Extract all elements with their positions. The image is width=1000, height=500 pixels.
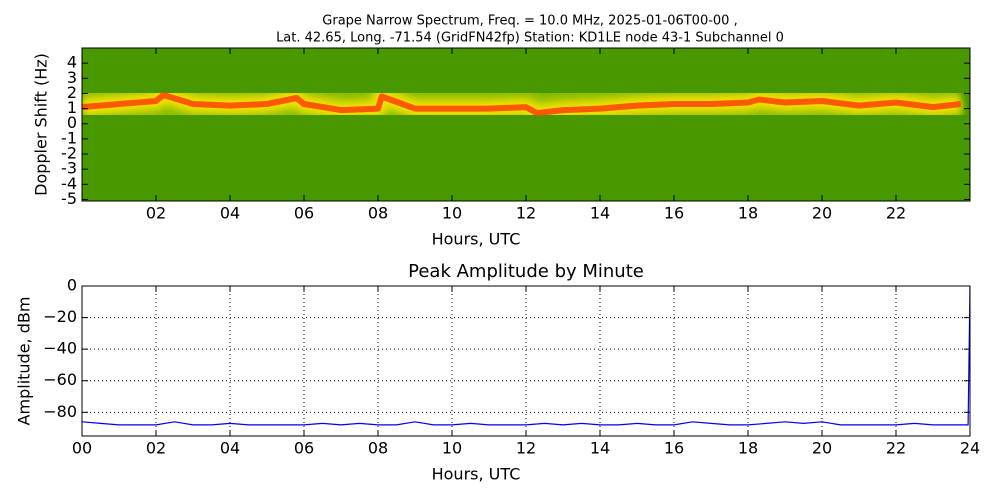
x-tick-label: 14 bbox=[590, 204, 610, 223]
x-tick-label: 04 bbox=[220, 204, 240, 223]
y-axis-label: Doppler Shift (Hz) bbox=[32, 53, 51, 196]
x-tick-label: 22 bbox=[886, 204, 906, 223]
x-axis-label: Hours, UTC bbox=[432, 465, 521, 484]
y-tick-label: 0 bbox=[67, 276, 77, 295]
y-tick-label: 4 bbox=[67, 53, 77, 72]
x-tick-label: 06 bbox=[294, 439, 314, 458]
x-tick-label: 10 bbox=[442, 439, 462, 458]
x-tick-label: 08 bbox=[368, 439, 388, 458]
y-tick-label: −80 bbox=[43, 402, 77, 421]
x-tick-label: 18 bbox=[738, 439, 758, 458]
x-tick-label: 10 bbox=[442, 204, 462, 223]
y-tick-label: 0 bbox=[67, 113, 77, 132]
chart-title: Lat. 42.65, Long. -71.54 (GridFN42fp) St… bbox=[276, 31, 784, 46]
y-tick-label: -4 bbox=[61, 174, 77, 193]
x-tick-label: 12 bbox=[516, 204, 536, 223]
y-tick-label: -1 bbox=[61, 128, 77, 147]
y-tick-label: −20 bbox=[43, 307, 77, 326]
x-tick-label: 00 bbox=[72, 439, 92, 458]
x-tick-label: 18 bbox=[738, 204, 758, 223]
y-tick-label: -5 bbox=[61, 189, 77, 208]
amplitude-line bbox=[82, 286, 970, 426]
x-tick-label: 04 bbox=[220, 439, 240, 458]
plot-area bbox=[82, 286, 970, 426]
y-tick-label: -3 bbox=[61, 159, 77, 178]
x-tick-label: 16 bbox=[664, 439, 684, 458]
x-tick-label: 22 bbox=[886, 439, 906, 458]
spectrum-peak bbox=[82, 92, 962, 117]
x-tick-label: 16 bbox=[664, 204, 684, 223]
x-tick-label: 14 bbox=[590, 439, 610, 458]
y-tick-label: 1 bbox=[67, 98, 77, 117]
chart-title: Grape Narrow Spectrum, Freq. = 10.0 MHz,… bbox=[322, 14, 737, 29]
plot-area bbox=[82, 48, 970, 201]
axes-frame bbox=[81, 285, 971, 437]
y-tick-label: 3 bbox=[67, 68, 77, 87]
y-tick-label: −40 bbox=[43, 339, 77, 358]
x-tick-label: 12 bbox=[516, 439, 536, 458]
x-axis-label: Hours, UTC bbox=[432, 230, 521, 249]
x-tick-label: 20 bbox=[812, 439, 832, 458]
y-tick-label: 2 bbox=[67, 83, 77, 102]
x-tick-label: 08 bbox=[368, 204, 388, 223]
x-tick-label: 06 bbox=[294, 204, 314, 223]
chart-title: Peak Amplitude by Minute bbox=[408, 261, 644, 282]
y-tick-label: −60 bbox=[43, 370, 77, 389]
x-tick-label: 02 bbox=[146, 439, 166, 458]
x-tick-label: 24 bbox=[960, 439, 980, 458]
x-tick-label: 20 bbox=[812, 204, 832, 223]
x-tick-label: 02 bbox=[146, 204, 166, 223]
y-axis-label: Amplitude, dBm bbox=[15, 297, 34, 426]
y-tick-label: -2 bbox=[61, 144, 77, 163]
